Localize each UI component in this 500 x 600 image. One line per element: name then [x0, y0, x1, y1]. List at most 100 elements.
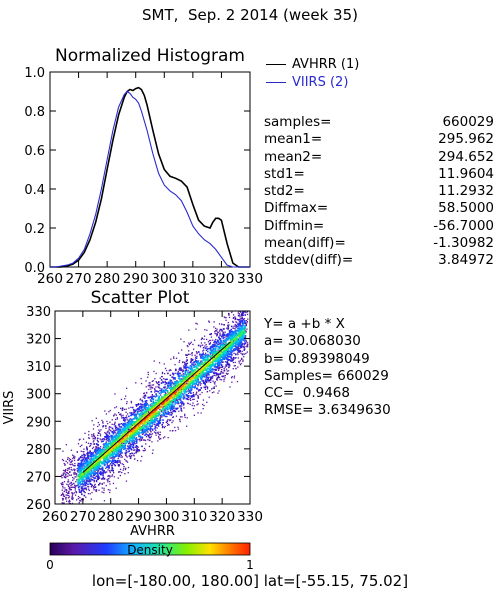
scatter-point — [163, 399, 165, 401]
scatter-point — [236, 342, 239, 345]
scatter-point — [86, 461, 88, 463]
scatter-point — [170, 391, 172, 393]
scatter-point — [72, 464, 74, 466]
scatter-point — [185, 379, 187, 381]
scatter-point — [148, 409, 151, 411]
scatter-point — [97, 471, 99, 474]
scatter-point — [111, 419, 113, 421]
scatter-point — [124, 428, 126, 430]
scatter-point — [81, 486, 83, 488]
scatter-point — [200, 376, 202, 379]
scatter-point — [97, 455, 100, 458]
scatter-point — [202, 358, 205, 361]
scatter-point — [210, 339, 212, 342]
scatter-point — [233, 338, 236, 341]
scatter-point — [82, 489, 84, 491]
scatter-point — [92, 472, 94, 474]
scatter-point — [213, 366, 216, 368]
scatter-point — [124, 445, 126, 447]
scatter-point — [222, 358, 224, 360]
scatter-point — [71, 493, 74, 495]
scatter-point — [179, 385, 182, 387]
scatter-point — [74, 517, 75, 518]
scatter-point — [168, 405, 171, 408]
scatter-point — [102, 472, 104, 474]
scatter-point — [124, 440, 127, 443]
scatter-point — [115, 434, 118, 437]
scatter-point — [151, 419, 154, 422]
scatter-point — [228, 333, 230, 335]
scatter-point — [63, 481, 66, 483]
scatter-point — [70, 489, 72, 491]
scatter-point — [221, 352, 224, 354]
scatter-point — [220, 349, 222, 351]
scatter-point — [148, 412, 151, 414]
scatter-point — [152, 449, 154, 451]
scatter-point — [149, 385, 151, 387]
scatter-point — [136, 409, 138, 411]
scatter-point — [117, 457, 119, 460]
scatter-point — [185, 360, 187, 362]
scatter-point — [242, 336, 244, 338]
scatter-point — [164, 367, 167, 370]
scatter-point — [242, 331, 245, 334]
scatter-point — [91, 466, 93, 468]
scatter-point — [221, 356, 223, 358]
scatter-point — [213, 371, 215, 373]
scatter-point — [178, 397, 180, 399]
scatter-point — [150, 430, 152, 433]
scatter-point — [222, 335, 224, 337]
scatter-point — [179, 395, 181, 398]
stat-value: 295.962 — [438, 131, 494, 148]
scatter-point — [229, 334, 232, 336]
scatter-point — [115, 429, 117, 432]
scatter-point — [133, 435, 135, 437]
scatter-point — [89, 483, 91, 485]
scatter-point — [239, 335, 241, 337]
scatter-point — [153, 412, 156, 414]
scatter-point — [185, 386, 187, 388]
scatter-point — [181, 375, 184, 378]
scatter-point — [238, 351, 241, 353]
scatter-point — [228, 316, 231, 319]
scatter-point — [197, 375, 199, 378]
scatter-point — [135, 440, 138, 443]
scatter-point — [106, 449, 108, 451]
scatter-point — [98, 466, 100, 469]
scatter-point — [210, 346, 212, 348]
scatter-point — [206, 359, 209, 361]
scatter-point — [112, 447, 115, 449]
scatter-point — [62, 498, 64, 500]
scatter-point — [175, 407, 177, 409]
scatter-point — [126, 413, 129, 415]
scatter-point — [215, 374, 218, 376]
scatter-point — [85, 496, 87, 498]
scatter-point — [85, 467, 88, 470]
scatter-point — [227, 356, 229, 358]
scatter-point — [119, 442, 122, 444]
scatter-point — [147, 435, 150, 437]
scatter-point — [101, 468, 103, 471]
scatter-point — [146, 425, 148, 428]
scatter-point — [142, 421, 145, 423]
scatter-point — [201, 370, 204, 373]
scatter-point — [85, 487, 87, 490]
scatter-point — [180, 369, 183, 372]
scatter-point — [236, 339, 238, 341]
scatter-point — [90, 472, 92, 475]
scatter-point — [205, 358, 207, 361]
scatter-point — [193, 348, 195, 350]
scatter-point — [111, 437, 113, 440]
scatter-point — [106, 479, 108, 481]
scatter-point — [69, 508, 70, 509]
scatter-point — [224, 377, 226, 379]
scatter-point — [166, 422, 169, 424]
scatter-point — [109, 460, 111, 462]
scatter-point — [148, 434, 150, 437]
scatter-point — [111, 447, 113, 449]
scatter-point — [222, 309, 223, 310]
scatter-point — [87, 468, 89, 470]
scatter-point — [67, 491, 70, 494]
scatter-point — [109, 454, 112, 457]
scatter-point — [219, 366, 221, 369]
